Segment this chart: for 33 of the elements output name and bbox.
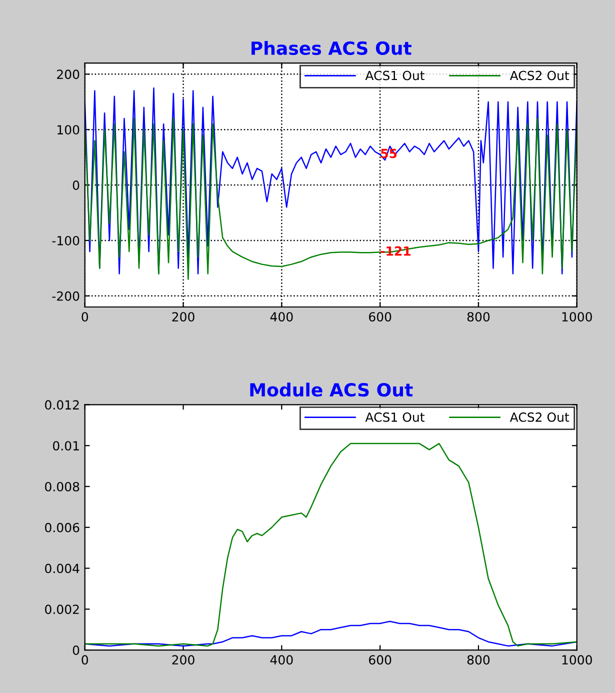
y-tick-label: 200 xyxy=(57,70,80,80)
x-tick-label: 200 xyxy=(172,655,194,665)
x-tick-label: 200 xyxy=(172,312,194,322)
chart-title: Module ACS Out xyxy=(250,382,413,397)
legend-label: ACS1 Out xyxy=(365,412,424,422)
y-tick-label: -200 xyxy=(52,291,80,301)
y-tick-label: 0.01 xyxy=(53,441,79,451)
y-tick-label: 0.004 xyxy=(45,564,80,574)
legend-label: ACS2 Out xyxy=(510,412,570,422)
x-tick-label: 600 xyxy=(369,655,392,665)
y-tick-label: 100 xyxy=(58,125,80,135)
x-tick-label: 800 xyxy=(467,655,490,665)
legend-label: ACS1 Out xyxy=(365,70,424,80)
line-series xyxy=(84,442,577,647)
y-tick-label: 0.006 xyxy=(45,522,80,532)
legend-label: ACS2 Out xyxy=(510,70,570,80)
y-tick-label: 0.008 xyxy=(45,482,80,492)
x-tick-label: 0 xyxy=(82,655,88,665)
x-tick-label: 1000 xyxy=(562,312,592,322)
y-tick-label: 0.002 xyxy=(45,604,79,614)
y-tick-label: 0.012 xyxy=(45,400,79,410)
chart-title: Phases ACS Out xyxy=(252,41,412,55)
line-series xyxy=(84,118,577,280)
y-tick-label: 0 xyxy=(72,646,80,655)
x-tick-label: 800 xyxy=(467,312,490,322)
line-series xyxy=(84,620,577,647)
x-tick-label: 600 xyxy=(369,312,392,322)
x-tick-label: 400 xyxy=(270,655,293,665)
x-tick-label: 0 xyxy=(82,312,88,322)
y-tick-label: -100 xyxy=(52,236,80,246)
y-tick-label: 0 xyxy=(72,180,80,190)
x-tick-label: 400 xyxy=(270,312,293,322)
x-tick-label: 1000 xyxy=(562,655,592,665)
